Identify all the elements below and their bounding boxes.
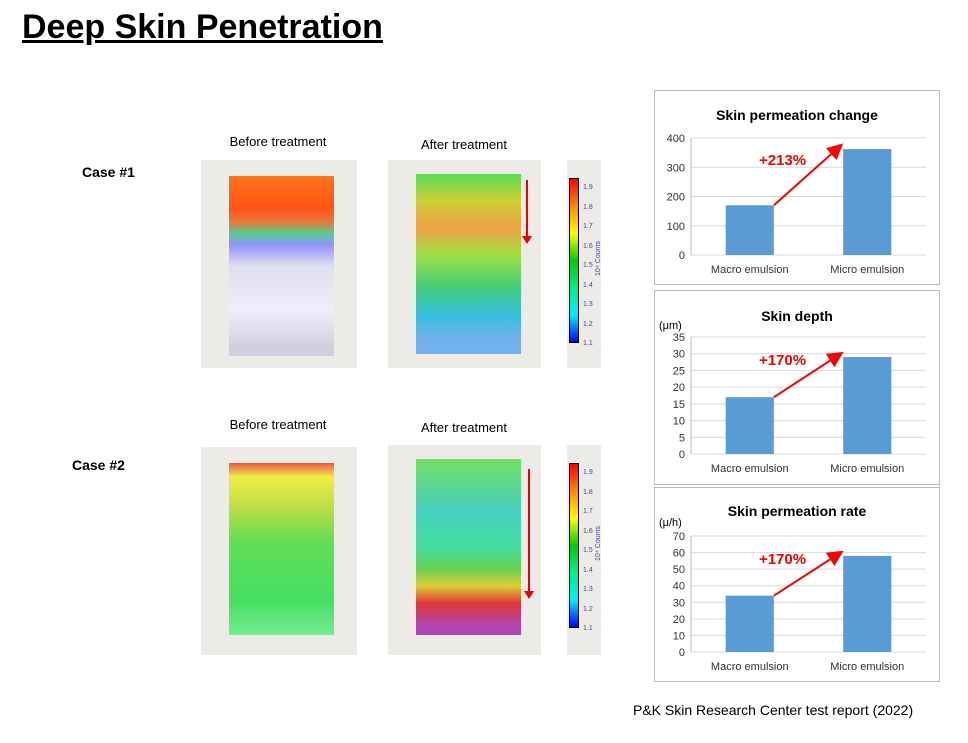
y-tick-label: 70 [673,531,685,543]
y-tick-label: 10 [673,630,685,642]
increase-annotation: +170% [759,352,806,369]
x-tick-label: Micro emulsion [830,463,904,475]
x-tick-label: Micro emulsion [830,264,904,276]
x-tick-label: Macro emulsion [711,264,789,276]
y-tick-label: 400 [667,133,685,145]
bar-macro-emulsion [725,205,774,255]
increase-arrow-icon [773,143,844,207]
case-1-before-heatmap [201,160,357,368]
y-tick-label: 40 [673,581,685,593]
y-tick-label: 0 [679,250,685,262]
increase-annotation: +213% [759,152,806,169]
y-tick-label: 15 [673,399,685,411]
depth-arrow-icon [522,180,532,244]
colorbar-unit: 10⁴ Counts [594,241,602,276]
colorbar-tick: 1.7 [583,508,593,515]
colorbar-tick: 1.5 [583,547,593,554]
x-tick-label: Macro emulsion [711,463,789,475]
chart-skin-depth: Skin depth (μm) 0 5 10 15 20 25 30 35 Macro emulsi… [654,290,940,485]
case-2-after-heatmap [388,445,541,655]
colorbar-tick: 1.6 [583,242,593,250]
case-2-before-heatmap [201,447,357,655]
case-1-after-heatmap [388,160,541,368]
y-tick-label: 20 [673,614,685,626]
case-2-label: Case #2 [72,457,125,473]
bar-micro-emulsion [843,149,892,255]
y-tick-label: 20 [673,382,685,394]
bar-micro-emulsion [843,555,892,652]
colorbar-tick: 1.3 [583,301,593,308]
page-title: Deep Skin Penetration [22,8,383,46]
colorbar-tick: 1.6 [583,527,593,535]
x-tick-label: Micro emulsion [830,661,904,673]
increase-arrow-icon [773,351,844,399]
bar-micro-emulsion [843,357,892,454]
y-tick-label: 60 [673,548,685,560]
increase-annotation: +170% [759,551,806,568]
case-1-after-label: After treatment [421,137,507,152]
y-tick-label: 35 [673,332,685,344]
y-tick-label: 25 [673,365,685,377]
colorbar-unit: 10⁴ Counts [594,526,602,561]
y-tick-label: 5 [679,432,685,444]
bar-macro-emulsion [725,595,774,652]
colorbar-tick: 1.4 [583,566,593,574]
x-tick-label: Macro emulsion [711,661,789,673]
colorbar-tick: 1.9 [583,469,593,476]
y-tick-label: 10 [673,416,685,428]
source-footer: P&K Skin Research Center test report (20… [633,702,914,718]
y-tick-label: 0 [679,449,685,461]
colorbar-tick: 1.5 [583,262,593,269]
chart-title: Skin permeation rate [728,503,867,519]
colorbar-tick: 1.2 [583,320,593,328]
case-1-before-label: Before treatment [229,134,327,149]
y-axis-label: (μ/h) [659,517,682,529]
y-tick-label: 30 [673,349,685,361]
case-1-colorbar: 1.9 1.8 1.7 1.6 1.5 1.4 1.3 1.2 1.1 10⁴ Counts [567,160,602,368]
colorbar-tick: 1.8 [583,203,593,211]
chart-permeation-change: Skin permeation change 0 100 200 300 400 Macro… [654,90,940,285]
y-tick-label: 100 [667,221,685,233]
chart-title: Skin permeation change [716,107,878,123]
bar-macro-emulsion [725,397,774,454]
colorbar-tick: 1.9 [583,184,593,191]
y-axis-label: (μm) [659,320,682,332]
chart-title: Skin depth [761,308,833,324]
case-2-colorbar: 1.9 1.8 1.7 1.6 1.5 1.4 1.3 1.2 1.1 10⁴ Counts [567,445,602,655]
case-2-after-label: After treatment [421,420,507,435]
colorbar-tick: 1.3 [583,586,593,593]
chart-permeation-rate: Skin permeation rate (μ/h) 0 10 20 30 40 50 60 70… [654,487,940,682]
colorbar-tick: 1.8 [583,488,593,496]
depth-arrow-icon [524,469,534,599]
colorbar-tick: 1.2 [583,605,593,613]
y-tick-label: 200 [667,192,685,204]
colorbar-tick: 1.1 [583,625,593,632]
case-1-label: Case #1 [82,164,135,180]
y-tick-label: 0 [679,647,685,659]
y-tick-label: 30 [673,597,685,609]
y-tick-label: 300 [667,162,685,174]
colorbar-tick: 1.4 [583,281,593,289]
colorbar-tick: 1.7 [583,223,593,230]
colorbar-tick: 1.1 [583,340,593,347]
y-tick-label: 50 [673,564,685,576]
case-2-before-label: Before treatment [229,417,327,432]
increase-arrow-icon [773,550,844,597]
